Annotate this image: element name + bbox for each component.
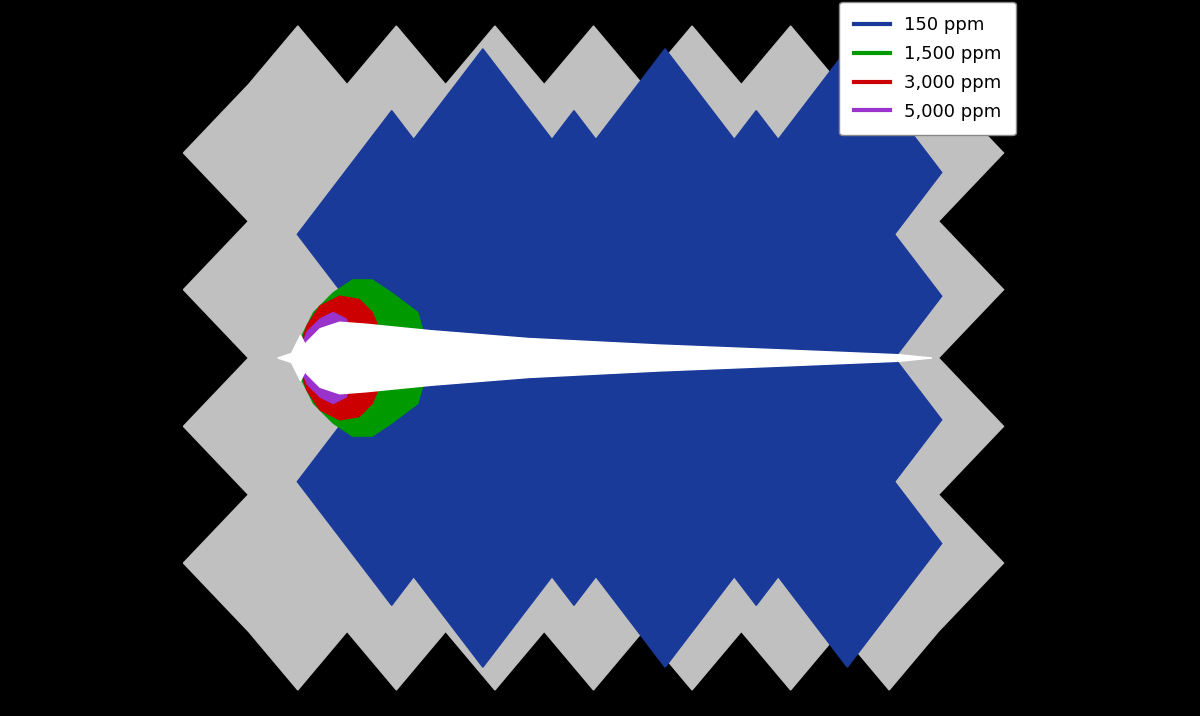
- Polygon shape: [662, 111, 851, 358]
- Polygon shape: [389, 49, 577, 296]
- Polygon shape: [298, 358, 486, 605]
- Polygon shape: [389, 420, 577, 667]
- Polygon shape: [480, 234, 668, 482]
- Polygon shape: [662, 358, 851, 605]
- Polygon shape: [278, 335, 323, 381]
- Polygon shape: [294, 296, 391, 420]
- Polygon shape: [389, 173, 577, 420]
- Polygon shape: [300, 322, 932, 394]
- Polygon shape: [294, 280, 431, 436]
- Polygon shape: [184, 26, 1003, 690]
- Polygon shape: [571, 49, 760, 296]
- Legend: 150 ppm, 1,500 ppm, 3,000 ppm, 5,000 ppm: 150 ppm, 1,500 ppm, 3,000 ppm, 5,000 ppm: [839, 2, 1016, 135]
- Polygon shape: [571, 420, 760, 667]
- Polygon shape: [294, 339, 353, 377]
- Polygon shape: [571, 173, 760, 420]
- Polygon shape: [298, 234, 486, 482]
- Polygon shape: [480, 358, 668, 605]
- Polygon shape: [389, 296, 577, 543]
- Polygon shape: [752, 420, 942, 667]
- Polygon shape: [571, 296, 760, 543]
- Polygon shape: [662, 234, 851, 482]
- Polygon shape: [752, 173, 942, 420]
- Polygon shape: [298, 111, 486, 358]
- Polygon shape: [294, 312, 359, 404]
- Polygon shape: [752, 296, 942, 543]
- Polygon shape: [752, 49, 942, 296]
- Polygon shape: [480, 111, 668, 358]
